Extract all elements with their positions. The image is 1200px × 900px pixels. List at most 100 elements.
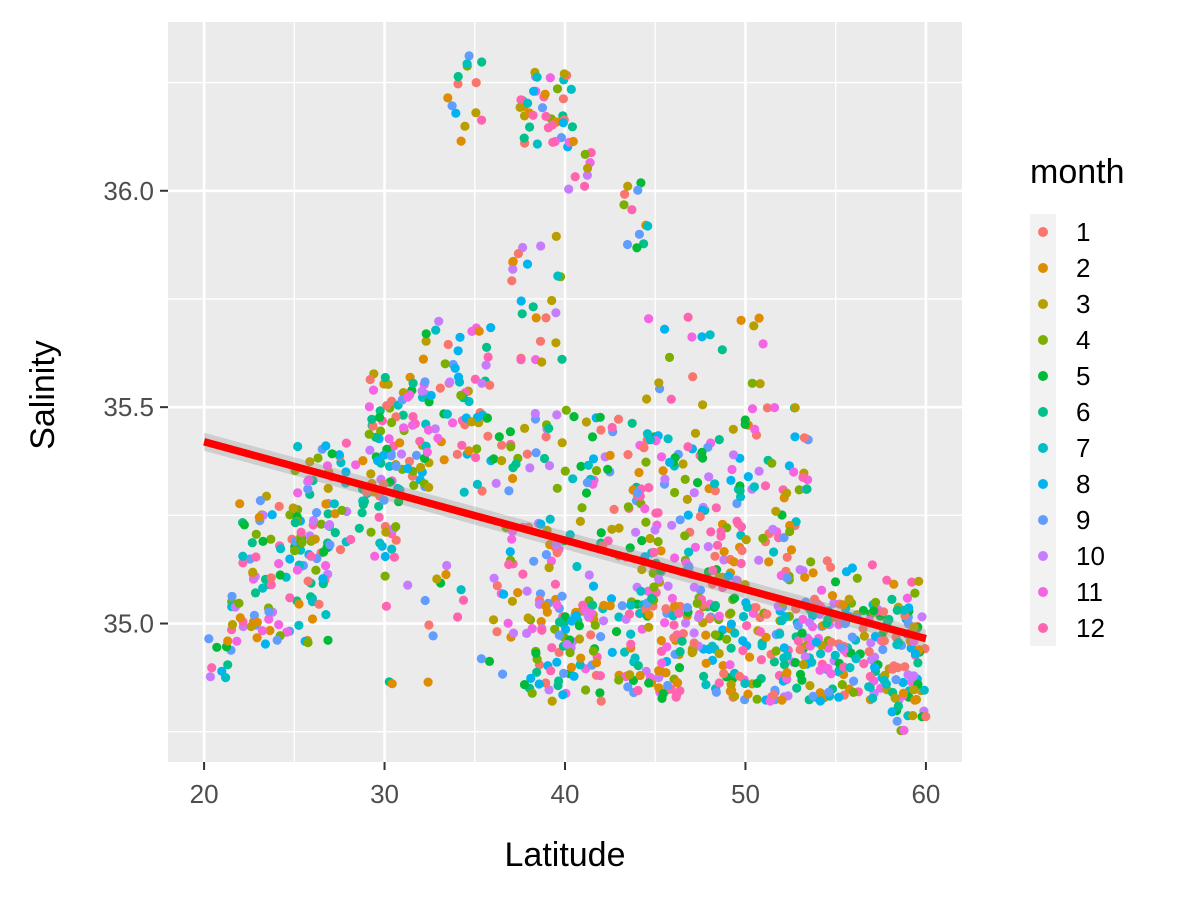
data-point: [823, 663, 833, 674]
trend-line-group: [203, 432, 927, 648]
data-point: [456, 390, 466, 400]
data-point: [531, 648, 541, 658]
data-point: [467, 326, 477, 336]
data-point: [557, 591, 567, 601]
data-point: [483, 352, 493, 362]
data-point: [389, 552, 399, 562]
data-point: [477, 378, 487, 388]
data-point: [379, 495, 389, 505]
data-point: [552, 410, 562, 420]
data-point: [374, 512, 384, 522]
data-point: [614, 612, 624, 622]
legend-label-10: 10: [1076, 541, 1105, 571]
data-point: [491, 478, 501, 488]
data-point: [909, 622, 919, 632]
data-point: [403, 392, 413, 402]
legend-key-background: [1030, 214, 1056, 646]
data-point: [257, 626, 267, 636]
data-point: [710, 479, 720, 489]
data-point: [892, 640, 902, 650]
data-point: [588, 600, 598, 610]
data-point: [599, 600, 609, 610]
data-point: [520, 423, 530, 433]
data-point: [596, 425, 606, 435]
data-point: [471, 78, 481, 88]
data-point: [859, 659, 869, 669]
data-point: [614, 675, 624, 685]
data-point: [503, 618, 513, 628]
data-point: [552, 483, 562, 493]
data-point: [868, 693, 878, 703]
data-point: [537, 625, 547, 635]
data-point: [742, 621, 752, 631]
data-point: [384, 434, 394, 444]
data-point: [649, 547, 659, 558]
data-point: [815, 688, 825, 698]
data-point: [545, 540, 555, 550]
data-point: [421, 336, 431, 346]
data-point: [714, 611, 724, 621]
data-point: [752, 694, 762, 704]
data-point: [337, 505, 347, 515]
data-point: [572, 561, 582, 572]
data-point: [844, 594, 854, 604]
data-point: [489, 454, 499, 464]
data-point: [769, 547, 779, 557]
data-point: [296, 527, 306, 537]
data-point: [607, 524, 617, 534]
data-point: [565, 648, 575, 658]
data-point: [647, 593, 657, 604]
data-point: [769, 690, 779, 700]
data-point: [869, 606, 879, 616]
data-point: [815, 696, 826, 706]
data-point: [675, 647, 685, 657]
data-point: [453, 71, 463, 82]
data-point: [467, 417, 477, 427]
data-point: [663, 434, 673, 444]
data-point: [308, 515, 319, 526]
y-tick-label: 35.5: [103, 392, 154, 422]
data-point: [536, 241, 546, 251]
data-point: [303, 576, 313, 586]
data-point: [566, 662, 577, 673]
data-point: [689, 628, 699, 638]
data-point: [667, 520, 677, 530]
data-point: [483, 431, 493, 441]
data-point: [603, 464, 613, 474]
data-point: [919, 685, 929, 695]
data-point: [642, 429, 653, 439]
data-point: [878, 607, 889, 617]
data-point: [654, 574, 664, 584]
data-point: [494, 432, 504, 442]
data-point: [827, 591, 838, 601]
data-point: [887, 707, 897, 717]
data-point: [795, 645, 805, 655]
data-point: [321, 441, 331, 451]
data-point: [334, 450, 344, 460]
data-point: [486, 323, 496, 333]
data-point: [303, 484, 313, 494]
data-point: [771, 646, 781, 656]
data-point: [471, 452, 481, 463]
data-point: [324, 521, 334, 531]
data-point: [430, 424, 440, 434]
data-point: [635, 670, 645, 681]
data-point: [403, 580, 413, 590]
data-point: [544, 423, 554, 433]
data-point: [775, 629, 785, 639]
data-point: [644, 314, 654, 324]
data-point: [816, 649, 826, 659]
data-point: [892, 716, 902, 726]
data-point: [381, 527, 391, 537]
data-point: [508, 628, 519, 638]
data-point: [290, 546, 300, 556]
data-point: [565, 530, 575, 540]
data-point: [323, 483, 333, 493]
data-point: [637, 564, 647, 575]
data-point: [799, 433, 810, 443]
data-point: [698, 400, 708, 410]
data-point: [431, 325, 441, 335]
data-point: [453, 612, 463, 622]
data-point: [476, 654, 486, 664]
data-point: [380, 571, 390, 581]
